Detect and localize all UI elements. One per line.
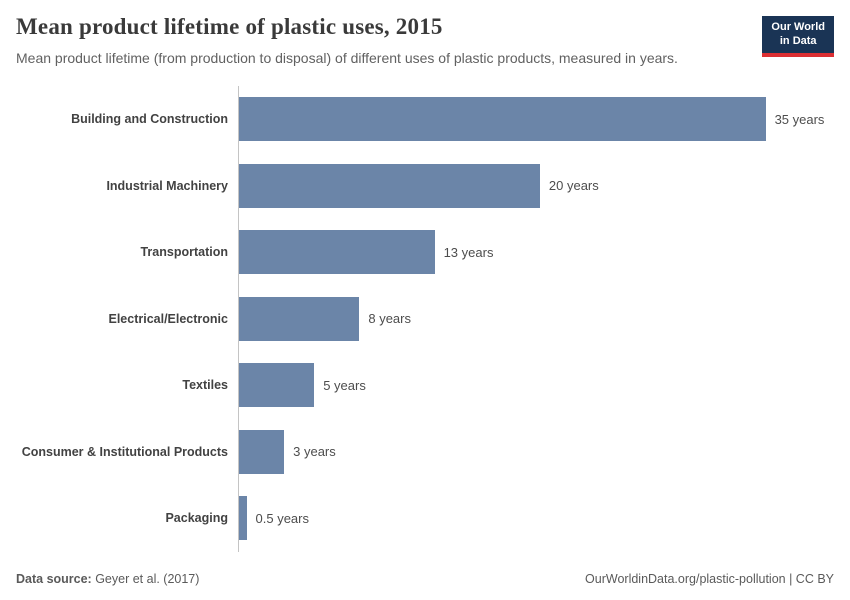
owid-logo[interactable]: Our World in Data bbox=[762, 16, 834, 57]
chart-row: Textiles 5 years bbox=[16, 352, 834, 419]
chart-row: Electrical/Electronic 8 years bbox=[16, 285, 834, 352]
data-source-label: Data source: bbox=[16, 572, 92, 586]
footer: Data source: Geyer et al. (2017) OurWorl… bbox=[16, 572, 834, 586]
bar-area: 20 years bbox=[238, 152, 834, 219]
bar-area: 3 years bbox=[238, 418, 834, 485]
bar-area: 0.5 years bbox=[238, 485, 834, 552]
value-label: 3 years bbox=[293, 444, 336, 460]
bar[interactable] bbox=[239, 230, 435, 275]
bar[interactable] bbox=[239, 429, 285, 474]
value-label: 35 years bbox=[774, 111, 825, 127]
category-label: Electrical/Electronic bbox=[108, 311, 228, 326]
category-label: Textiles bbox=[182, 378, 228, 393]
header-text: Mean product lifetime of plastic uses, 2… bbox=[16, 14, 678, 66]
category-label: Transportation bbox=[140, 245, 228, 260]
chart-row: Transportation 13 years bbox=[16, 219, 834, 286]
chart-row: Packaging 0.5 years bbox=[16, 485, 834, 552]
chart-subtitle: Mean product lifetime (from production t… bbox=[16, 50, 678, 66]
chart-row: Industrial Machinery 20 years bbox=[16, 152, 834, 219]
bar[interactable] bbox=[239, 496, 247, 541]
value-label: 0.5 years bbox=[255, 510, 309, 526]
data-source: Data source: Geyer et al. (2017) bbox=[16, 572, 199, 586]
bar[interactable] bbox=[239, 163, 540, 208]
chart-row: Consumer & Institutional Products 3 years bbox=[16, 418, 834, 485]
value-label: 5 years bbox=[323, 377, 366, 393]
owid-logo-line1: Our World bbox=[771, 21, 825, 33]
owid-logo-line2: in Data bbox=[779, 34, 817, 47]
bar-area: 8 years bbox=[238, 285, 834, 352]
chart-row: Building and Construction 35 years bbox=[16, 86, 834, 153]
bar[interactable] bbox=[239, 296, 360, 341]
value-label: 13 years bbox=[443, 244, 494, 260]
value-label: 8 years bbox=[368, 311, 411, 327]
bar-chart: Building and Construction 35 years Industr… bbox=[16, 86, 834, 572]
footer-link[interactable]: OurWorldinData.org/plastic-pollution | C… bbox=[585, 572, 834, 586]
category-label: Building and Construction bbox=[71, 112, 228, 127]
bar-area: 5 years bbox=[238, 352, 834, 419]
value-label: 20 years bbox=[548, 178, 599, 194]
category-label: Consumer & Institutional Products bbox=[21, 444, 228, 459]
category-label: Industrial Machinery bbox=[106, 178, 228, 193]
header: Mean product lifetime of plastic uses, 2… bbox=[16, 14, 834, 66]
chart-title: Mean product lifetime of plastic uses, 2… bbox=[16, 14, 443, 39]
data-source-value: Geyer et al. (2017) bbox=[91, 572, 200, 586]
category-label: Packaging bbox=[165, 511, 228, 526]
bar[interactable] bbox=[239, 363, 315, 408]
bar-area: 13 years bbox=[238, 219, 834, 286]
bar-area: 35 years bbox=[238, 86, 834, 153]
bar[interactable] bbox=[239, 97, 766, 142]
